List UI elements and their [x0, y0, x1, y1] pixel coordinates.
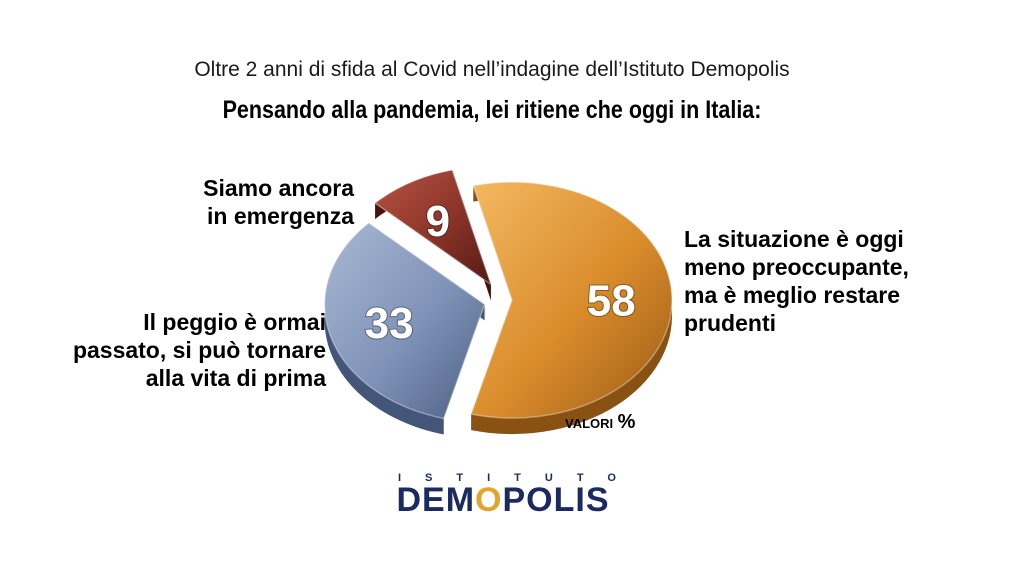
slice-peggio-passato-top	[323, 222, 486, 420]
slice-meno-preoccupante-value: 58	[587, 277, 636, 326]
demopolis-logo: ISTITUTO DEMOPOLIS	[378, 472, 628, 518]
logo-top-text: ISTITUTO	[398, 472, 640, 484]
slice-label-emergenza: Siamo ancora in emergenza	[203, 174, 354, 230]
unit-note: VALORI %	[565, 411, 635, 434]
slice-meno-preoccupante-top	[470, 181, 673, 419]
slice-label-peggio-passato: Il peggio è ormai passato, si può tornar…	[73, 308, 326, 392]
chart-title: Pensando alla pandemia, lei ritiene che …	[222, 96, 762, 124]
logo-main-a: DEM	[396, 481, 476, 519]
slice-label-line: meno preoccupante,	[684, 254, 909, 280]
chart-subtitle: Oltre 2 anni di sfida al Covid nell’inda…	[194, 58, 790, 81]
slice-emergenza: 9	[373, 169, 493, 301]
slice-peggio-passato: 33	[323, 222, 486, 435]
slice-label-meno-preoccupante: La situazione è oggi meno preoccupante, …	[684, 225, 909, 337]
slice-label-line: prudenti	[684, 310, 776, 336]
slice-label-line: Siamo ancora	[203, 175, 354, 201]
slice-label-line: Il peggio è ormai	[143, 309, 326, 335]
unit-symbol: %	[617, 411, 636, 433]
logo-main-b: POLIS	[502, 481, 610, 519]
slice-label-line: passato, si può tornare	[72, 337, 326, 363]
logo-main-o: O	[475, 481, 503, 519]
slice-label-line: alla vita di prima	[145, 365, 326, 391]
slice-label-line: in emergenza	[207, 203, 354, 229]
logo-main-text: DEMOPOLIS	[378, 482, 628, 518]
slice-peggio-passato-value: 33	[365, 299, 414, 348]
slice-emergenza-value: 9	[426, 197, 450, 246]
unit-label: VALORI	[565, 416, 614, 431]
slice-label-line: ma è meglio restare	[684, 282, 901, 308]
slice-emergenza-top	[373, 169, 493, 287]
slice-meno-preoccupante: 58	[470, 181, 673, 435]
slice-label-line: La situazione è oggi	[684, 226, 904, 252]
